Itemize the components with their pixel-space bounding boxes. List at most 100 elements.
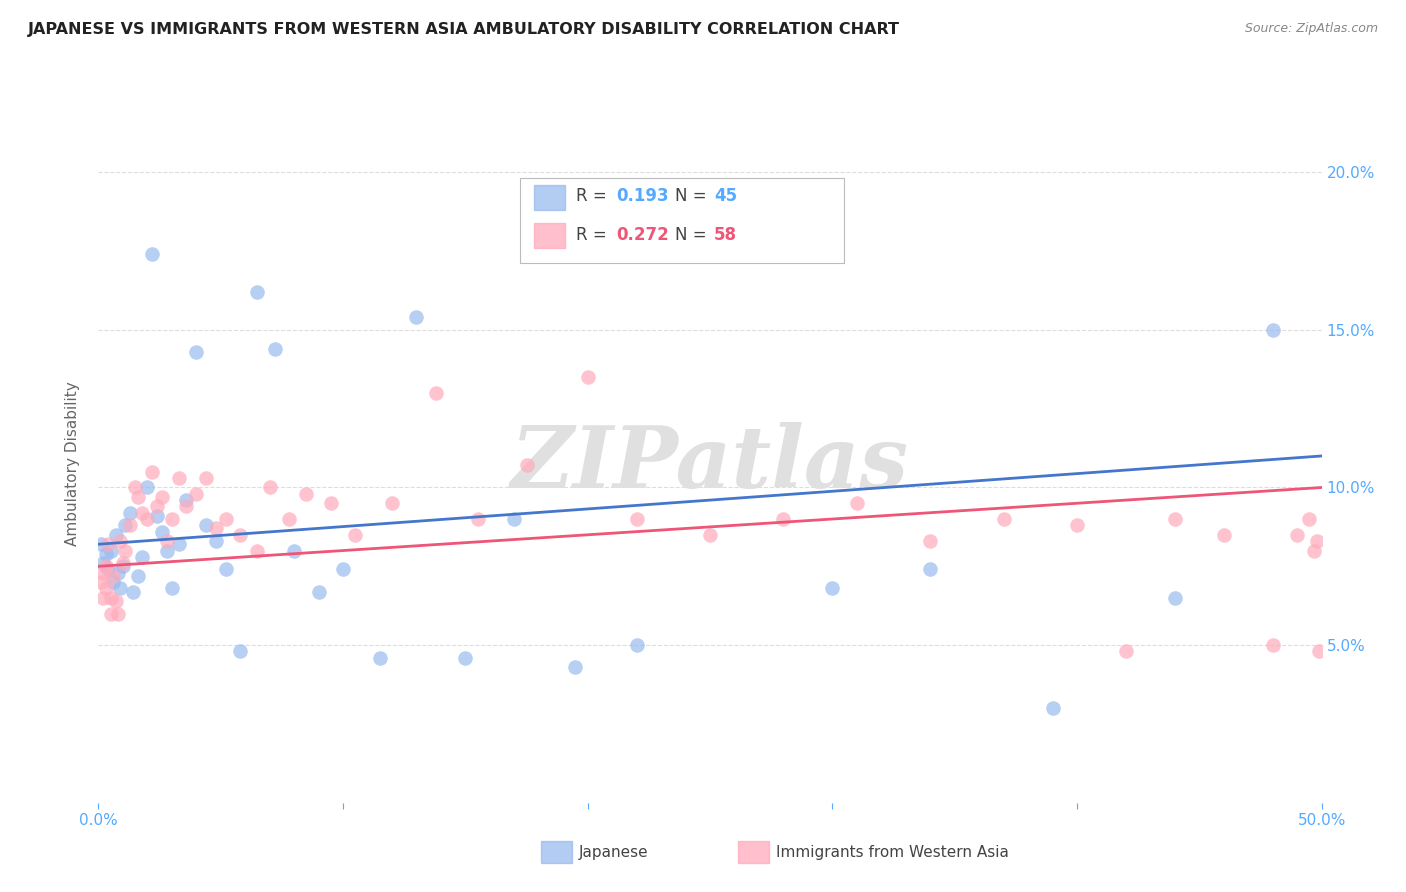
Point [564, 660, 586, 674]
Point [110, 582, 132, 596]
Point [146, 508, 169, 523]
Point [920, 534, 942, 549]
Text: 45: 45 [714, 187, 737, 205]
Point [1066, 518, 1088, 533]
Point [141, 465, 163, 479]
Text: N =: N = [675, 187, 711, 205]
Point [160, 582, 183, 596]
Point [94, 582, 117, 596]
Point [699, 528, 721, 542]
Point [205, 534, 228, 549]
Point [136, 481, 159, 495]
Point [332, 562, 354, 576]
Point [110, 534, 132, 549]
Point [214, 512, 236, 526]
Point [1115, 644, 1137, 658]
Text: ZIPatlas: ZIPatlas [510, 422, 910, 506]
Point [156, 543, 179, 558]
Text: JAPANESE VS IMMIGRANTS FROM WESTERN ASIA AMBULATORY DISABILITY CORRELATION CHART: JAPANESE VS IMMIGRANTS FROM WESTERN ASIA… [28, 22, 900, 37]
Point [214, 562, 236, 576]
Point [186, 487, 208, 501]
Text: 58: 58 [714, 226, 737, 244]
Point [114, 543, 136, 558]
Point [381, 496, 404, 510]
Point [90, 537, 112, 551]
Point [160, 512, 183, 526]
Point [1212, 528, 1234, 542]
Point [146, 500, 169, 514]
Point [920, 562, 942, 576]
Point [576, 370, 599, 384]
Point [107, 566, 129, 580]
Point [141, 247, 163, 261]
Point [91, 566, 114, 580]
Point [772, 512, 794, 526]
Point [1164, 512, 1187, 526]
Point [124, 481, 146, 495]
Point [1308, 644, 1330, 658]
Text: Japanese: Japanese [579, 845, 650, 860]
Point [229, 644, 252, 658]
Point [176, 500, 198, 514]
Point [259, 481, 281, 495]
Point [699, 196, 721, 211]
Point [405, 310, 427, 325]
Point [425, 385, 447, 400]
Point [104, 528, 127, 542]
Point [626, 638, 648, 652]
Text: Source: ZipAtlas.com: Source: ZipAtlas.com [1244, 22, 1378, 36]
Point [136, 512, 159, 526]
Point [263, 342, 285, 356]
Point [229, 528, 252, 542]
Point [131, 506, 153, 520]
Point [467, 512, 489, 526]
Point [97, 537, 120, 551]
Point [308, 584, 330, 599]
Point [1164, 591, 1187, 605]
Point [131, 549, 153, 564]
Text: 0.272: 0.272 [616, 226, 669, 244]
Point [283, 543, 305, 558]
Point [111, 556, 134, 570]
Point [114, 518, 136, 533]
Point [246, 543, 269, 558]
Point [91, 556, 114, 570]
Point [368, 650, 391, 665]
Point [94, 559, 117, 574]
Point [626, 512, 648, 526]
Point [120, 506, 142, 520]
Text: 0.193: 0.193 [616, 187, 668, 205]
Point [186, 345, 208, 359]
Point [454, 650, 477, 665]
Text: N =: N = [675, 226, 711, 244]
Point [1303, 543, 1326, 558]
Point [121, 584, 143, 599]
Point [205, 521, 228, 535]
Point [100, 543, 122, 558]
Point [993, 512, 1015, 526]
Text: Immigrants from Western Asia: Immigrants from Western Asia [776, 845, 1010, 860]
Y-axis label: Ambulatory Disability: Ambulatory Disability [65, 382, 80, 546]
Point [845, 496, 868, 510]
Point [503, 512, 526, 526]
Point [127, 568, 149, 582]
Text: R =: R = [576, 226, 613, 244]
Point [195, 518, 218, 533]
Point [167, 537, 190, 551]
Point [150, 524, 173, 539]
Point [127, 490, 149, 504]
Point [120, 518, 142, 533]
Point [515, 458, 537, 473]
Point [167, 471, 190, 485]
Point [90, 575, 112, 590]
Point [1261, 323, 1284, 337]
Point [107, 607, 129, 621]
Point [278, 512, 301, 526]
Point [150, 490, 173, 504]
Point [100, 607, 122, 621]
Text: R =: R = [576, 187, 613, 205]
Point [104, 594, 127, 608]
Point [195, 471, 218, 485]
Point [101, 568, 124, 582]
Point [246, 285, 269, 299]
